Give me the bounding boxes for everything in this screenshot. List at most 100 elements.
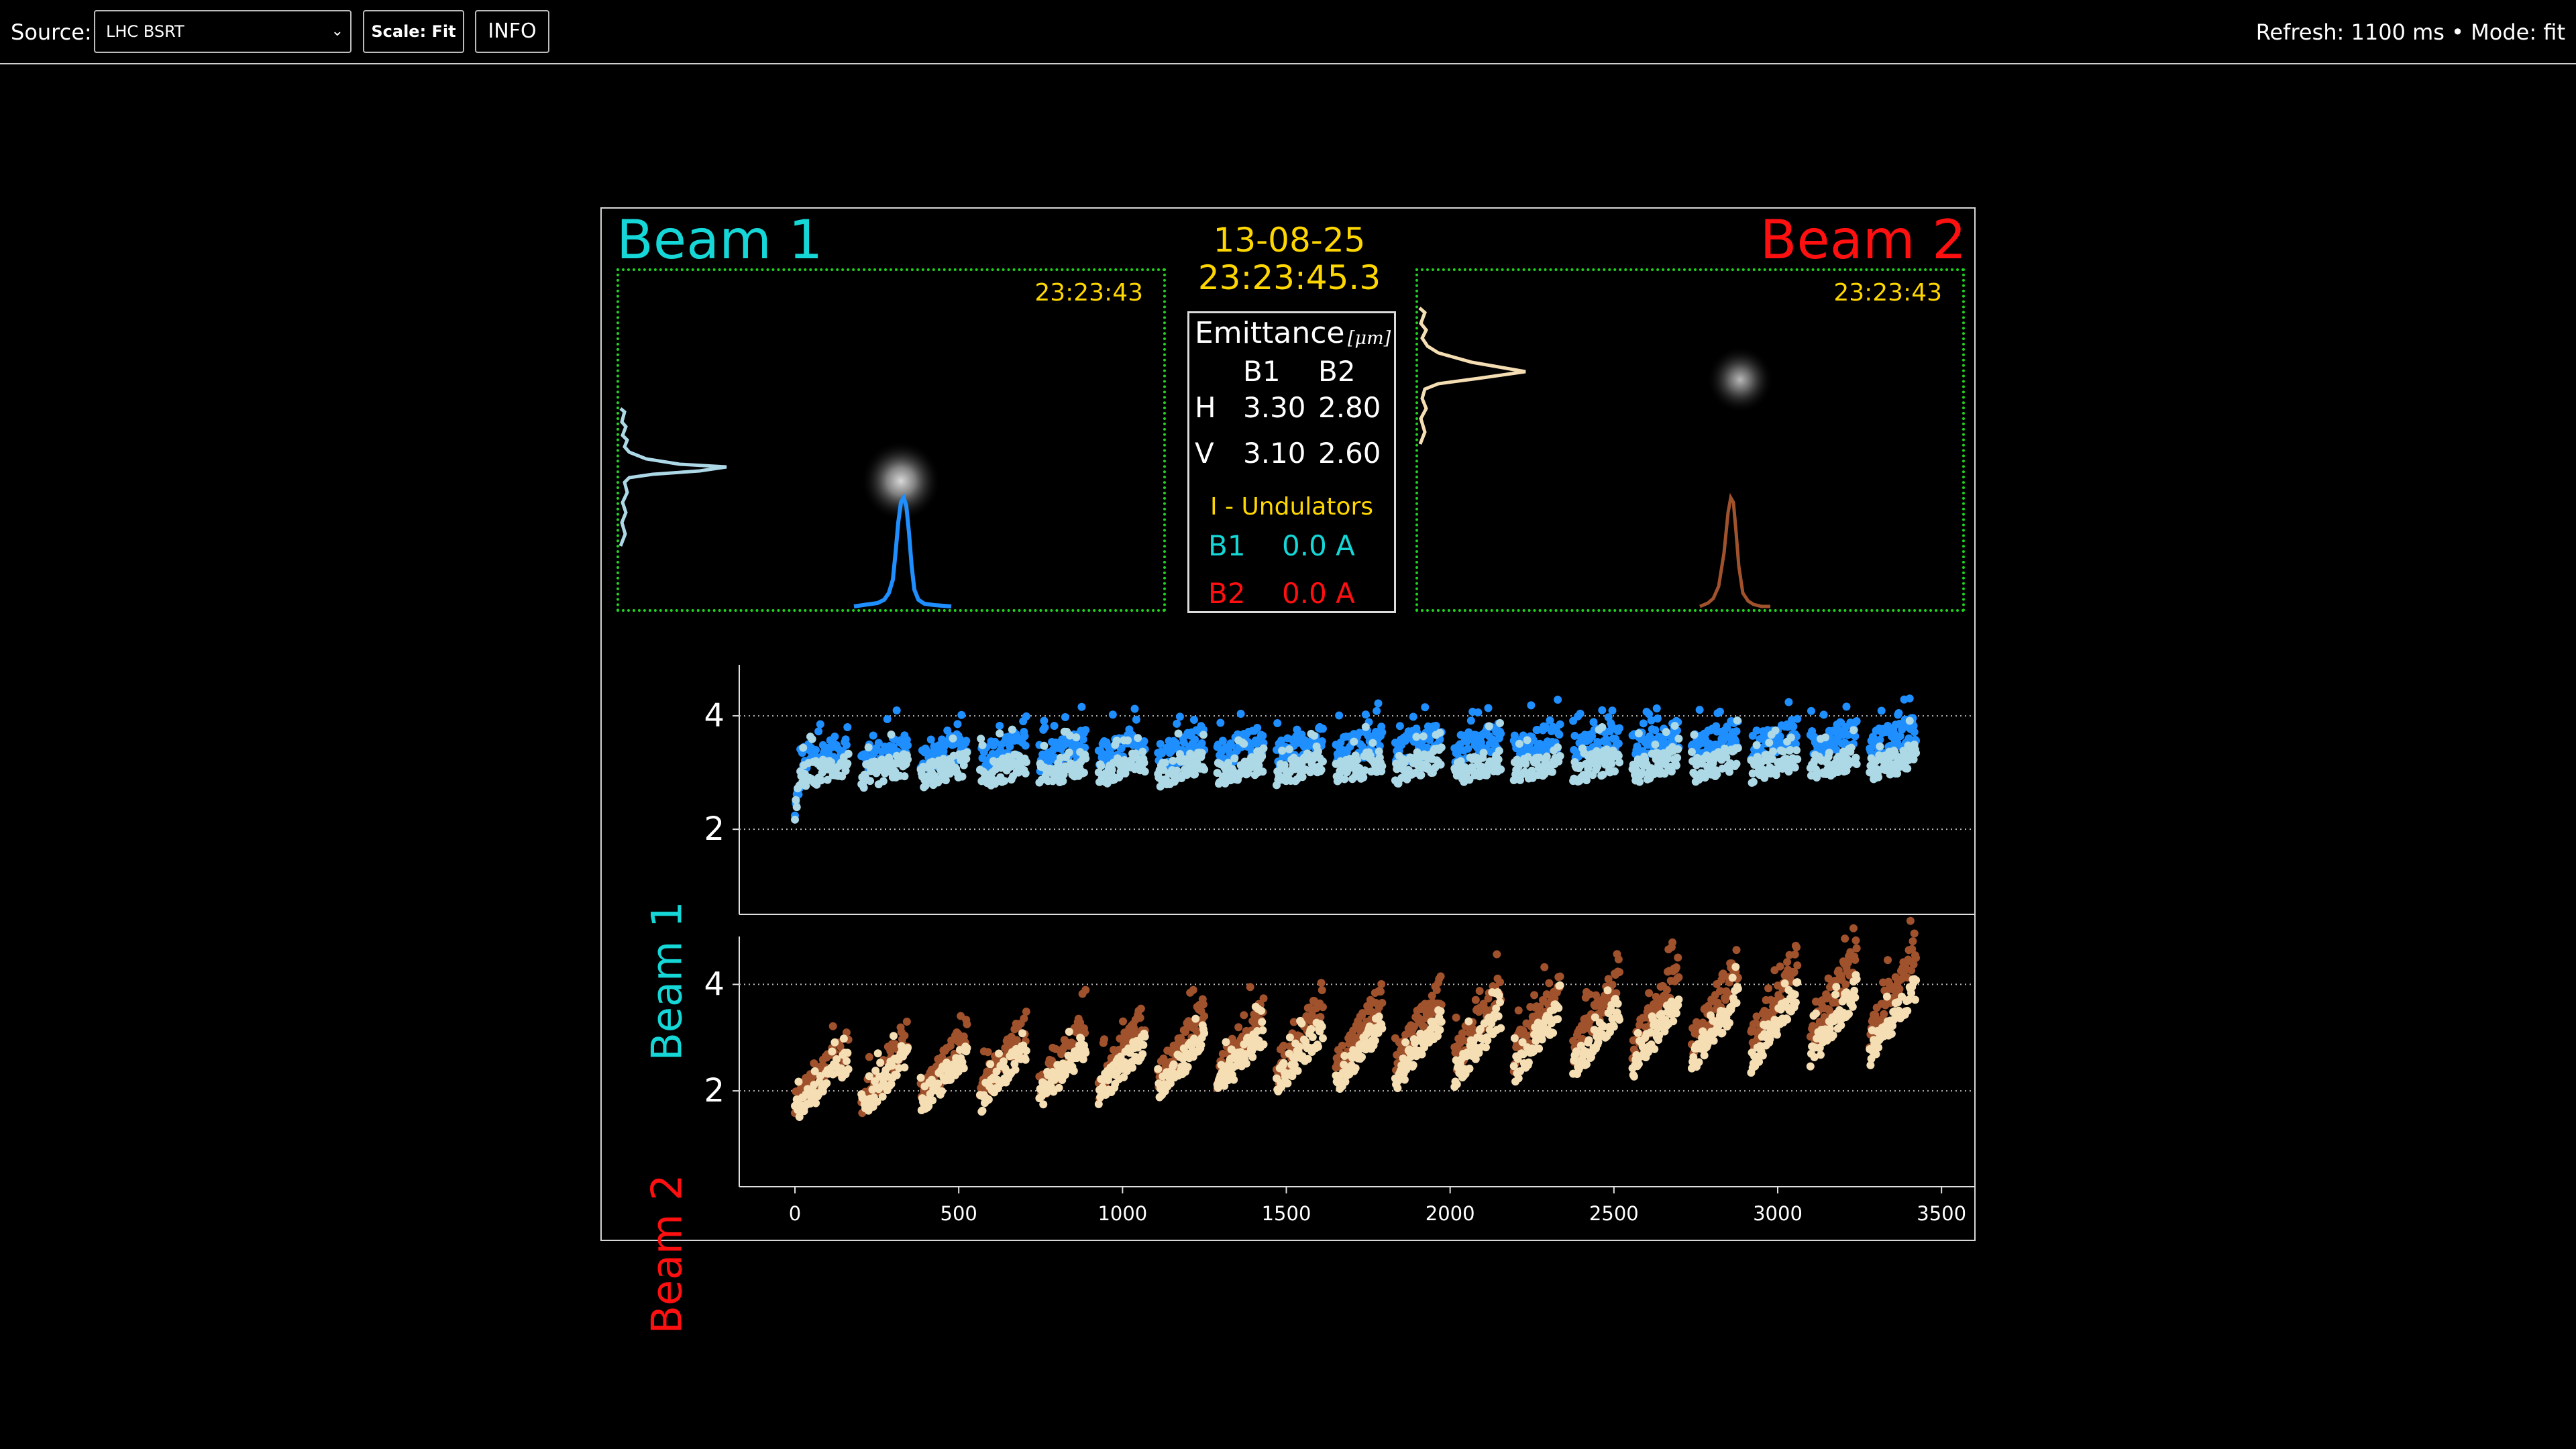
data-point <box>1189 985 1197 994</box>
data-point <box>1305 1003 1314 1012</box>
data-point <box>892 706 901 715</box>
data-point <box>1464 745 1472 753</box>
data-point <box>1674 953 1682 962</box>
data-point <box>883 715 892 724</box>
emittance-unit: [μm] <box>1348 328 1391 349</box>
data-point <box>938 1087 947 1095</box>
data-point <box>1409 1061 1417 1069</box>
data-point <box>1350 737 1358 746</box>
data-point <box>1888 1022 1897 1030</box>
emittance-h-b1: 3.30 <box>1243 391 1306 424</box>
data-point <box>1823 994 1831 1003</box>
data-point <box>1904 734 1913 743</box>
data-point <box>1603 986 1612 995</box>
data-point <box>1240 739 1248 748</box>
data-point <box>1872 1050 1880 1059</box>
data-point <box>1077 1034 1085 1043</box>
data-point <box>1731 963 1740 971</box>
source-select[interactable]: LHC BSRT ⌄ <box>94 10 352 53</box>
scatter-series-h <box>791 916 1921 1118</box>
data-point <box>1496 998 1505 1006</box>
data-point <box>1912 749 1921 757</box>
data-point <box>1400 758 1409 767</box>
data-point <box>1554 1004 1563 1012</box>
emittance-col-b2: B2 <box>1318 355 1356 388</box>
data-point <box>1199 731 1208 739</box>
data-point <box>1200 1029 1209 1038</box>
data-point <box>1340 1052 1349 1061</box>
data-point <box>1607 759 1616 768</box>
data-point <box>816 720 824 729</box>
data-point <box>1055 1083 1063 1092</box>
data-point <box>963 1044 971 1053</box>
data-point <box>1412 733 1421 741</box>
data-point <box>1394 1076 1403 1085</box>
data-point <box>1673 753 1682 762</box>
data-point <box>1465 1064 1474 1073</box>
data-point <box>1128 1063 1137 1072</box>
data-point <box>1077 702 1086 711</box>
data-point <box>1674 995 1683 1004</box>
data-point <box>1495 991 1503 1000</box>
data-point <box>926 735 935 744</box>
data-point <box>1378 728 1387 737</box>
data-point <box>1479 749 1488 757</box>
scale-button[interactable]: Scale: Fit <box>363 10 464 53</box>
data-point <box>792 803 801 812</box>
data-point <box>1644 1004 1652 1013</box>
data-point <box>1687 747 1696 756</box>
data-point <box>1816 1051 1825 1059</box>
data-point <box>995 1049 1004 1058</box>
data-point <box>1259 1040 1268 1049</box>
data-point <box>1318 1034 1327 1042</box>
data-point <box>1173 719 1181 728</box>
data-point <box>1136 1004 1145 1013</box>
data-point <box>904 755 912 764</box>
data-point <box>1674 745 1682 753</box>
info-button[interactable]: INFO <box>475 10 549 53</box>
data-point <box>1896 732 1904 741</box>
data-point <box>1546 716 1554 724</box>
refresh-status: Refresh: 1100 ms • Mode: fit <box>2255 19 2565 45</box>
data-point <box>1776 732 1784 741</box>
data-point <box>1156 739 1165 748</box>
toolbar: Source: LHC BSRT ⌄ Scale: Fit INFO Refre… <box>0 0 2576 64</box>
data-point <box>1521 759 1530 768</box>
data-point <box>1081 985 1090 994</box>
data-point <box>1318 986 1326 995</box>
data-point <box>1197 749 1206 757</box>
beam1-profile-image <box>619 407 952 608</box>
data-point <box>1169 756 1177 765</box>
data-point <box>1523 736 1532 745</box>
beam1-camera-view: 23:23:43 <box>616 268 1166 612</box>
data-point <box>1313 1042 1322 1051</box>
data-point <box>842 1028 851 1037</box>
data-point <box>1589 718 1598 727</box>
data-point <box>1670 721 1679 730</box>
data-point <box>1081 726 1090 735</box>
data-point <box>1672 761 1680 770</box>
data-point <box>1254 761 1263 770</box>
data-point <box>1852 716 1861 725</box>
data-point <box>1474 708 1483 716</box>
data-point <box>957 710 966 719</box>
y-tick-label: 2 <box>704 810 724 848</box>
data-point <box>1585 1036 1593 1044</box>
data-point <box>1633 1028 1642 1037</box>
data-point <box>1536 753 1544 762</box>
emittance-row-h: H <box>1195 391 1216 424</box>
data-point <box>878 1092 887 1101</box>
data-point <box>1020 1014 1028 1023</box>
data-point <box>1496 977 1505 986</box>
data-point <box>1771 726 1780 735</box>
data-point <box>1081 1049 1090 1057</box>
beam1-h-profile <box>853 492 952 608</box>
data-point <box>1492 1004 1501 1013</box>
data-point <box>1831 990 1840 999</box>
data-point <box>1132 715 1140 724</box>
data-point <box>1752 1012 1761 1021</box>
data-point <box>1614 751 1623 760</box>
data-point <box>1523 1031 1532 1040</box>
data-point <box>1279 1059 1288 1067</box>
data-point <box>1236 709 1245 718</box>
